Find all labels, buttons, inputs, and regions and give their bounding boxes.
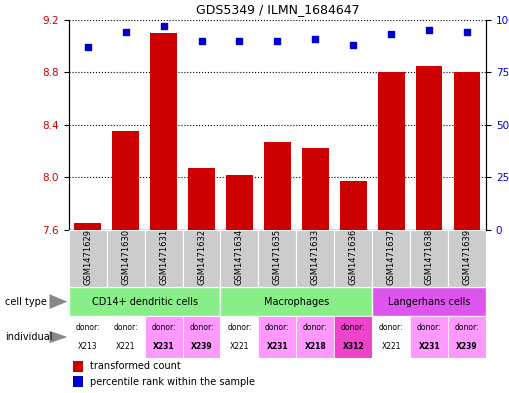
Bar [107, 230, 145, 287]
Text: GSM1471639: GSM1471639 [463, 228, 472, 285]
Bar [73, 376, 83, 387]
Bar [372, 230, 410, 287]
Text: X221: X221 [116, 342, 135, 351]
Text: donor:: donor: [151, 323, 176, 332]
Text: donor:: donor: [75, 323, 100, 332]
Text: GSM1471635: GSM1471635 [273, 228, 282, 285]
Bar [183, 316, 220, 358]
Text: donor:: donor: [303, 323, 328, 332]
Bar [220, 230, 259, 287]
Text: GSM1471629: GSM1471629 [83, 229, 92, 285]
Text: donor:: donor: [341, 323, 365, 332]
Bar [302, 149, 329, 230]
Text: donor:: donor: [227, 323, 252, 332]
Bar [183, 230, 220, 287]
Text: X218: X218 [304, 342, 326, 351]
Text: donor:: donor: [114, 323, 138, 332]
Bar [334, 230, 372, 287]
Text: donor:: donor: [379, 323, 404, 332]
Text: GSM1471637: GSM1471637 [387, 228, 395, 285]
Text: donor:: donor: [455, 323, 479, 332]
Text: donor:: donor: [265, 323, 290, 332]
Text: GSM1471632: GSM1471632 [197, 228, 206, 285]
Bar [259, 316, 296, 358]
Point [159, 23, 167, 29]
Text: X312: X312 [343, 342, 364, 351]
Text: individual: individual [5, 332, 52, 342]
Text: X231: X231 [153, 342, 175, 351]
Bar [69, 230, 107, 287]
Text: X231: X231 [267, 342, 288, 351]
Point [83, 44, 92, 50]
Text: GSM1471630: GSM1471630 [121, 228, 130, 285]
Text: cell type: cell type [5, 297, 47, 307]
Text: GSM1471634: GSM1471634 [235, 228, 244, 285]
Text: X231: X231 [418, 342, 440, 351]
Bar [410, 316, 448, 358]
Point [349, 42, 357, 48]
Bar [150, 33, 177, 230]
Polygon shape [49, 294, 67, 309]
Bar [112, 131, 139, 230]
Bar [188, 168, 215, 230]
Text: donor:: donor: [417, 323, 441, 332]
Bar [220, 316, 259, 358]
Title: GDS5349 / ILMN_1684647: GDS5349 / ILMN_1684647 [195, 3, 359, 16]
Bar [145, 316, 183, 358]
Point [387, 31, 395, 37]
Bar [73, 361, 83, 372]
Text: GSM1471631: GSM1471631 [159, 228, 168, 285]
Text: X221: X221 [230, 342, 249, 351]
Bar [69, 287, 220, 316]
Point [425, 27, 433, 33]
Bar [372, 287, 486, 316]
Point [197, 38, 206, 44]
Bar [340, 181, 366, 230]
Text: donor:: donor: [189, 323, 214, 332]
Text: GSM1471636: GSM1471636 [349, 228, 358, 285]
Bar [69, 316, 107, 358]
Point [312, 35, 320, 42]
Bar [259, 230, 296, 287]
Text: X213: X213 [78, 342, 98, 351]
Bar [145, 230, 183, 287]
Bar [448, 316, 486, 358]
Bar [296, 230, 334, 287]
Text: Macrophages: Macrophages [264, 297, 329, 307]
Text: X239: X239 [456, 342, 478, 351]
Text: GSM1471638: GSM1471638 [425, 228, 434, 285]
Bar [334, 316, 372, 358]
Point [235, 38, 243, 44]
Text: GSM1471633: GSM1471633 [311, 228, 320, 285]
Bar [410, 230, 448, 287]
Text: transformed count: transformed count [90, 361, 180, 371]
Point [463, 29, 471, 35]
Bar [454, 72, 480, 230]
Point [122, 29, 130, 35]
Bar [220, 287, 372, 316]
Bar [296, 316, 334, 358]
Text: X239: X239 [191, 342, 212, 351]
Bar [74, 223, 101, 230]
Bar [416, 66, 442, 230]
Point [273, 38, 281, 44]
Text: X221: X221 [381, 342, 401, 351]
Bar [107, 316, 145, 358]
Bar [378, 72, 405, 230]
Bar [264, 142, 291, 230]
Text: Langerhans cells: Langerhans cells [388, 297, 470, 307]
Text: CD14+ dendritic cells: CD14+ dendritic cells [92, 297, 197, 307]
Bar [226, 175, 253, 230]
Bar [372, 316, 410, 358]
Text: percentile rank within the sample: percentile rank within the sample [90, 377, 254, 387]
Bar [448, 230, 486, 287]
Polygon shape [49, 331, 67, 343]
